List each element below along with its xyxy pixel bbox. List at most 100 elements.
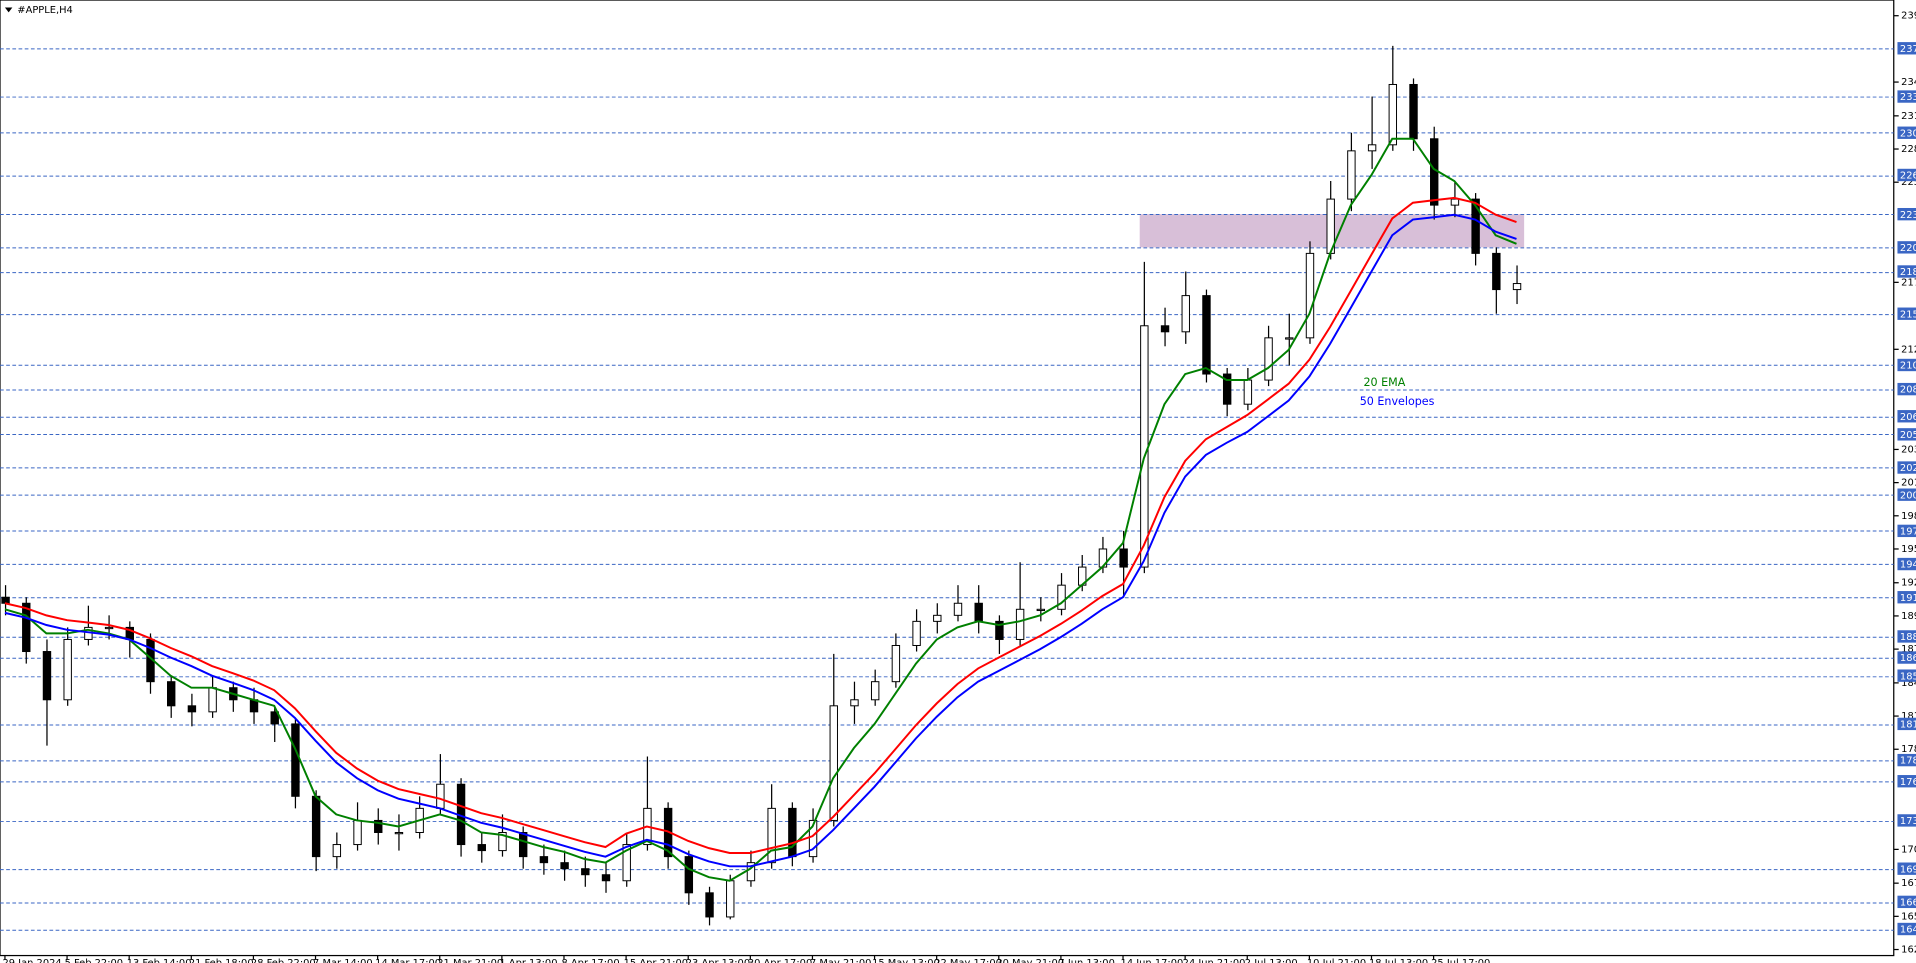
- x-tick-label: 24 Jun 21:00: [1183, 958, 1246, 963]
- y-tick-label: 217.60: [1901, 277, 1916, 288]
- candle-body: [808, 819, 818, 858]
- x-tick-label: 15 May 13:00: [872, 958, 940, 963]
- x-tick-label: 21 Feb 18:00: [189, 958, 254, 963]
- candle-body: [1430, 138, 1439, 206]
- candle-body: [1471, 198, 1480, 254]
- level-label: 200.00: [1900, 490, 1916, 501]
- candle-body: [705, 892, 714, 918]
- level-label: 230.00: [1900, 128, 1916, 139]
- candle-body: [746, 862, 756, 882]
- x-tick-label: 28 Feb 22:00: [251, 958, 316, 963]
- candle-body: [974, 602, 983, 622]
- level-tag: [1897, 428, 1916, 441]
- y-tick-label: 181.65: [1901, 711, 1916, 722]
- y-tick-label: 201.00: [1901, 478, 1916, 489]
- x-tick-label: 30 May 21:00: [996, 958, 1064, 963]
- level-label: 178.00: [1900, 756, 1916, 767]
- candle-body: [291, 723, 300, 797]
- level-label: 176.25: [1900, 777, 1916, 788]
- y-tick-label: 178.90: [1901, 744, 1916, 755]
- x-tick-label: 23 Apr 13:00: [686, 958, 750, 963]
- x-tick-label: 18 Jul 13:00: [1369, 958, 1428, 963]
- level-label: 191.50: [1900, 593, 1916, 604]
- candle-body: [1202, 295, 1211, 375]
- candle-body: [394, 832, 404, 835]
- ema-line: [4, 137, 1517, 882]
- candle-body: [167, 681, 176, 707]
- level-tag: [1897, 753, 1916, 767]
- level-tag: [1897, 241, 1916, 254]
- x-tick-label: 21 Mar 21:00: [437, 958, 503, 963]
- level-tag: [1897, 358, 1916, 372]
- envelope-lower: [4, 213, 1517, 868]
- level-label: 205.00: [1900, 430, 1916, 441]
- y-tick-label: 195.50: [1901, 544, 1916, 555]
- level-tag: [1897, 524, 1916, 538]
- level-label: 218.50: [1900, 267, 1916, 278]
- level-label: 164.00: [1900, 925, 1916, 936]
- candle-body: [912, 620, 921, 646]
- candle-body: [788, 807, 797, 858]
- candle-body: [829, 705, 838, 821]
- menu-arrow[interactable]: [4, 7, 13, 13]
- level-label: 202.25: [1900, 463, 1916, 474]
- candle-body: [1036, 608, 1046, 612]
- level-label: 194.25: [1900, 560, 1916, 571]
- y-tick-label: 239.70: [1901, 11, 1916, 22]
- level-tag: [1897, 630, 1916, 643]
- candle-body: [726, 880, 735, 918]
- y-tick-label: 203.75: [1901, 444, 1916, 455]
- x-tick-label: 2 Jul 13:00: [1245, 958, 1298, 963]
- x-tick-label: 25 Jul 17:00: [1431, 958, 1490, 963]
- chart-title: #APPLE,H4: [17, 5, 73, 16]
- candle-body: [1160, 325, 1170, 333]
- level-label: 166.25: [1900, 897, 1916, 908]
- level-label: 220.50: [1900, 243, 1916, 254]
- level-label: 233.00: [1900, 92, 1916, 103]
- level-label: 226.50: [1900, 171, 1916, 182]
- candle-body: [1450, 198, 1460, 206]
- x-tick-label: 13 Feb 14:00: [127, 958, 192, 963]
- annotation: 50 Envelopes: [1360, 395, 1435, 408]
- level-label: 186.50: [1900, 653, 1916, 664]
- candle-body: [1057, 584, 1066, 610]
- level-tag: [1897, 461, 1916, 474]
- candle-body: [42, 651, 52, 701]
- candle-body: [104, 626, 114, 630]
- candle-body: [870, 681, 880, 701]
- level-tag: [1897, 207, 1916, 221]
- candle-body: [477, 844, 486, 852]
- y-tick-label: 162.30: [1901, 945, 1916, 956]
- level-tag: [1897, 922, 1916, 936]
- candle-body: [311, 795, 321, 858]
- level-label: 208.75: [1900, 385, 1916, 396]
- x-tick-label: 1 Apr 13:00: [499, 958, 557, 963]
- x-tick-label: 5 Feb 22:00: [65, 958, 124, 963]
- level-tag: [1897, 488, 1916, 501]
- candle-body: [560, 862, 569, 870]
- level-tag: [1897, 895, 1916, 909]
- candle-body: [622, 844, 631, 882]
- level-tag: [1897, 591, 1916, 604]
- level-tag: [1897, 651, 1916, 664]
- candle-body: [1, 596, 10, 604]
- candle-body: [518, 832, 528, 858]
- x-tick-label: 14 Jun 17:00: [1121, 958, 1184, 963]
- candle-body: [581, 868, 590, 876]
- x-tick-label: 29 Jan 2024: [2, 958, 61, 963]
- candle-body: [684, 856, 694, 894]
- y-tick-label: 228.65: [1901, 144, 1916, 155]
- y-tick-label: 198.25: [1901, 511, 1916, 522]
- level-tag: [1897, 775, 1916, 788]
- candle-body: [374, 819, 383, 833]
- level-tag: [1897, 410, 1916, 423]
- x-tick-label: 14 Mar 17:00: [375, 958, 441, 963]
- level-label: 188.25: [1900, 632, 1916, 643]
- candle-body: [332, 844, 342, 858]
- level-label: 223.25: [1900, 210, 1916, 221]
- y-tick-label: 167.80: [1901, 878, 1916, 889]
- candle-body: [1388, 83, 1398, 146]
